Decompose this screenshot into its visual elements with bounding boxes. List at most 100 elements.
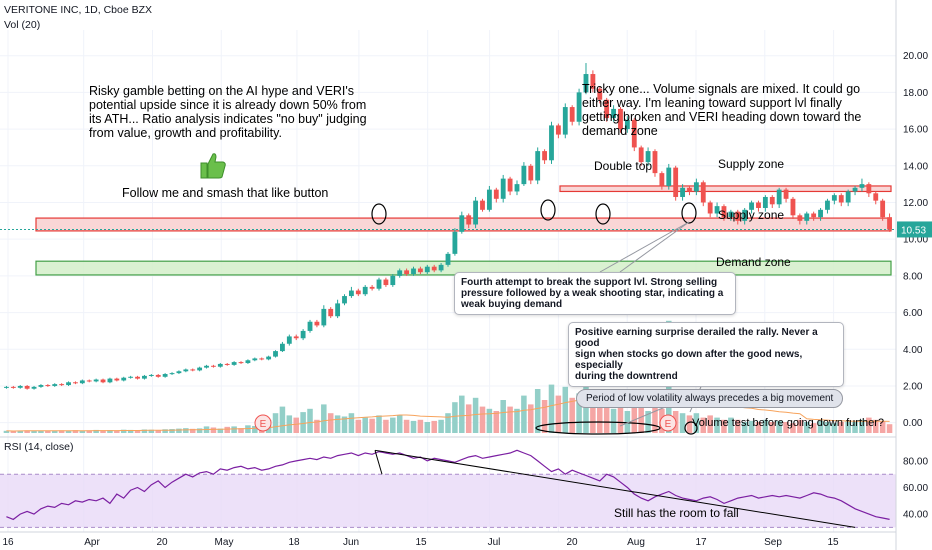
candle-body [238, 362, 244, 364]
right-analysis-note: Tricky one... Volume signals are mixed. … [582, 82, 862, 138]
volume-bar [279, 406, 286, 433]
callout-connector [619, 221, 690, 273]
volume-bar [645, 411, 651, 433]
candle-body [273, 351, 278, 357]
candle-body [776, 189, 782, 205]
volume-bar [714, 417, 720, 433]
volume-bar [148, 429, 155, 433]
volume-bar [845, 420, 851, 433]
volume-test-note: Volume test before going down further? [692, 417, 885, 429]
volume-bar [189, 428, 196, 433]
candle-body [673, 167, 679, 197]
candle-body [742, 209, 748, 221]
candle-body [135, 376, 140, 379]
rsi-indicator-label[interactable]: RSI (14, close) [4, 441, 74, 453]
candle-body [376, 279, 382, 289]
candle-body [266, 356, 272, 360]
candle-body [293, 336, 299, 339]
candle-body [604, 99, 610, 119]
price-tick-label: 12.00 [903, 198, 928, 209]
candle-body [555, 125, 561, 135]
candle-body [721, 206, 727, 218]
candle-body [480, 200, 485, 210]
volume-bar [300, 412, 306, 433]
volume-bar [762, 419, 769, 433]
volume-bar [286, 415, 293, 433]
volume-bar [314, 419, 320, 433]
candle-body [597, 88, 603, 100]
candle-body [728, 211, 734, 218]
candle-body [4, 386, 9, 388]
volume-bar [597, 400, 603, 433]
volume-bar [176, 428, 182, 433]
volume-bar [472, 397, 479, 433]
candle-body [818, 209, 823, 218]
price-tick-label: 6.00 [903, 308, 923, 319]
rsi-trendline [374, 449, 856, 528]
candle-body [314, 321, 320, 326]
volume-bar [838, 422, 845, 433]
volume-bar [293, 417, 299, 433]
volume-bar [769, 422, 776, 433]
volume-bar [445, 413, 451, 433]
last-price-badge [897, 221, 932, 238]
volume-bar [700, 417, 707, 433]
volume-bar [831, 423, 838, 433]
volume-bar [334, 415, 341, 433]
volume-bar [886, 424, 893, 433]
volume-bar [58, 430, 65, 433]
volume-bar [245, 425, 251, 433]
price-tick-label: 4.00 [903, 345, 923, 356]
volume-bar [362, 417, 368, 433]
volume-bar [224, 426, 230, 433]
candle-body [804, 213, 810, 221]
candle-body [183, 369, 189, 372]
rsi-room-note: Still has the room to fall [614, 506, 739, 520]
candle-body [873, 193, 879, 201]
volume-test-circle [684, 421, 698, 435]
volume-bar [431, 420, 437, 433]
volume-bar [307, 408, 313, 433]
rsi-tick-label: 40.00 [903, 510, 928, 521]
thumbs-up-icon [200, 152, 226, 180]
volume-indicator-label[interactable]: Vol (20) [4, 19, 41, 31]
volume-bar [541, 400, 548, 433]
callout-connector [599, 221, 690, 273]
candle-body [280, 343, 285, 352]
rsi-band [0, 474, 896, 528]
candle-body [838, 195, 844, 203]
volume-bar [810, 423, 817, 433]
low-volatility-callout: Period of low volatility always precedes… [576, 389, 844, 408]
left-analysis-note: Risky gamble betting on the AI hype and … [89, 84, 367, 140]
volume-bar [528, 404, 534, 433]
volume-bar [86, 430, 92, 433]
candle-body [142, 375, 147, 379]
time-tick-label: Aug [627, 537, 645, 548]
volume-bar [321, 404, 327, 433]
volume-bar [686, 415, 693, 433]
candle-body [666, 167, 672, 186]
candle-body [128, 376, 134, 378]
volume-bar [390, 417, 396, 433]
volume-bar [134, 430, 141, 433]
earnings-marker-label: E [260, 419, 267, 430]
candle-body [831, 195, 837, 201]
symbol-title[interactable]: VERITONE INC, 1D, Cboe BZX [4, 4, 153, 16]
candle-body [507, 178, 513, 192]
candle-body [52, 384, 58, 386]
candle-body [687, 187, 692, 192]
candle-body [342, 296, 347, 304]
volume-bar [852, 422, 858, 433]
candle-body [59, 384, 65, 386]
volume-bar [507, 406, 513, 433]
time-tick-label: Sep [764, 537, 782, 548]
candle-body [645, 151, 651, 163]
earnings-marker [254, 414, 272, 432]
time-tick-label: Jun [343, 537, 359, 548]
volume-bar [45, 430, 51, 433]
time-tick-label: 15 [415, 537, 427, 548]
volume-bar [183, 428, 189, 433]
candle-body [252, 358, 258, 361]
candle-body [45, 385, 51, 387]
